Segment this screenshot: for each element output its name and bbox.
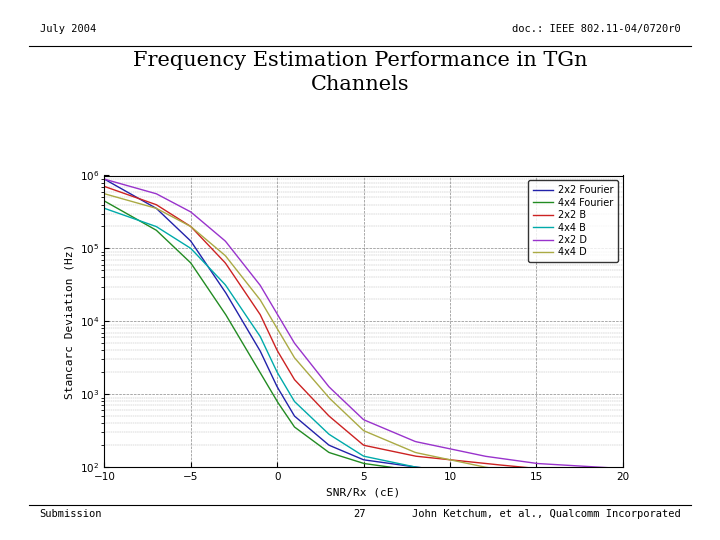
4x4 Fourier bbox=[409, 467, 418, 474]
4x4 D bbox=[606, 476, 615, 483]
X-axis label: SNR/Rx (cE): SNR/Rx (cE) bbox=[326, 488, 401, 497]
2x2 Fourier bbox=[381, 460, 390, 466]
Line: 4x4 B: 4x4 B bbox=[104, 208, 623, 484]
2x2 Fourier bbox=[606, 477, 615, 483]
Legend: 2x2 Fourier, 4x4 Fourier, 2x2 B, 4x4 B, 2x2 D, 4x4 D: 2x2 Fourier, 4x4 Fourier, 2x2 B, 4x4 B, … bbox=[528, 180, 618, 262]
Text: 27: 27 bbox=[354, 509, 366, 519]
Text: Submission: Submission bbox=[40, 509, 102, 519]
2x2 D bbox=[349, 407, 358, 414]
2x2 B bbox=[381, 447, 390, 453]
Line: 2x2 B: 2x2 B bbox=[104, 186, 623, 473]
2x2 D bbox=[606, 464, 615, 471]
4x4 Fourier bbox=[525, 478, 534, 484]
4x4 D bbox=[381, 436, 390, 443]
4x4 D bbox=[525, 470, 534, 477]
4x4 D bbox=[618, 477, 627, 483]
4x4 D bbox=[349, 418, 358, 424]
2x2 D bbox=[381, 426, 390, 432]
2x2 Fourier bbox=[100, 176, 109, 183]
4x4 Fourier bbox=[349, 457, 358, 463]
Line: 2x2 Fourier: 2x2 Fourier bbox=[104, 179, 623, 480]
4x4 D bbox=[409, 448, 418, 455]
4x4 B bbox=[381, 457, 390, 464]
4x4 B bbox=[100, 205, 109, 212]
4x4 Fourier bbox=[618, 484, 627, 491]
2x2 B bbox=[346, 431, 355, 437]
2x2 Fourier bbox=[346, 451, 355, 457]
2x2 Fourier bbox=[409, 463, 418, 470]
2x2 D bbox=[525, 459, 534, 465]
4x4 B bbox=[346, 445, 355, 451]
2x2 B bbox=[525, 464, 534, 471]
Text: doc.: IEEE 802.11-04/0720r0: doc.: IEEE 802.11-04/0720r0 bbox=[512, 24, 680, 35]
Text: John Ketchum, et al., Qualcomm Incorporated: John Ketchum, et al., Qualcomm Incorpora… bbox=[412, 509, 680, 519]
4x4 D bbox=[100, 191, 109, 197]
2x2 Fourier bbox=[349, 453, 358, 459]
4x4 D bbox=[346, 415, 355, 422]
2x2 Fourier bbox=[525, 474, 534, 481]
2x2 B bbox=[618, 470, 627, 476]
2x2 B bbox=[100, 183, 109, 190]
Text: July 2004: July 2004 bbox=[40, 24, 96, 35]
2x2 D bbox=[346, 404, 355, 410]
2x2 B bbox=[409, 453, 418, 459]
4x4 B bbox=[525, 476, 534, 482]
2x2 D bbox=[100, 176, 109, 183]
4x4 B bbox=[618, 481, 627, 488]
Line: 4x4 Fourier: 4x4 Fourier bbox=[104, 201, 623, 488]
Y-axis label: Stancarc Deviation (Hz): Stancarc Deviation (Hz) bbox=[65, 244, 74, 399]
2x2 D bbox=[409, 437, 418, 444]
2x2 B bbox=[349, 434, 358, 440]
4x4 B bbox=[349, 447, 358, 453]
4x4 Fourier bbox=[606, 483, 615, 490]
Line: 4x4 D: 4x4 D bbox=[104, 194, 623, 480]
2x2 D bbox=[618, 465, 627, 472]
4x4 Fourier bbox=[100, 198, 109, 204]
4x4 B bbox=[606, 481, 615, 487]
4x4 Fourier bbox=[381, 463, 390, 470]
2x2 B bbox=[606, 469, 615, 476]
Text: Frequency Estimation Performance in TGn
Channels: Frequency Estimation Performance in TGn … bbox=[132, 51, 588, 94]
4x4 B bbox=[409, 463, 418, 470]
Line: 2x2 D: 2x2 D bbox=[104, 179, 623, 469]
4x4 Fourier bbox=[346, 456, 355, 463]
2x2 Fourier bbox=[618, 477, 627, 483]
